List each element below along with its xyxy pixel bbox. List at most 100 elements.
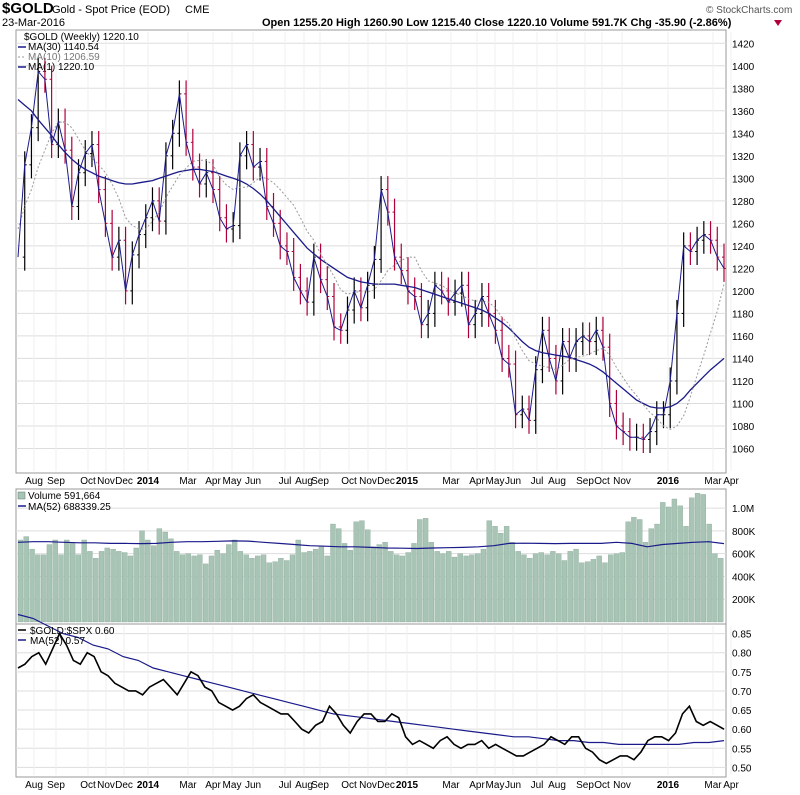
x-tick-label: Oct [341,476,357,487]
ratio-series-layer [17,613,725,765]
volume-bar [93,558,99,623]
volume-y-tick: 400K [732,572,756,583]
volume-bar [341,543,348,623]
ratio-y-tick: 0.75 [732,668,752,679]
volume-bar [266,562,272,623]
volume-bar [422,518,429,623]
chart-date: 23-Mar-2016 [2,17,65,29]
ratio-y-tick: 0.80 [732,649,752,660]
volume-bar [191,555,197,623]
volume-bar [365,529,371,623]
volume-bar [214,550,220,623]
x-tick-label: Aug [25,476,43,487]
x-tick-label: Jun [245,780,261,791]
volume-bar [579,562,585,623]
volume-bar [150,545,157,623]
volume-bar [208,555,215,623]
volume-y-tick: 1.0M [732,504,754,515]
x-tick-label: Apr [723,476,739,487]
x-tick-label: Aug [295,780,313,791]
volume-bar [480,548,487,623]
volume-bar [58,554,64,623]
x-tick-label: Mar [704,476,722,487]
volume-bar [712,553,718,623]
volume-bar [556,553,562,623]
x-tick-label: Oct [594,780,610,791]
volume-bar [527,558,533,623]
grid-lines [16,32,732,775]
x-tick-label: Aug [295,476,313,487]
volume-bar [353,521,359,623]
x-tick-label: May [223,780,242,791]
volume-bar [475,553,481,623]
x-tick-label: Oct [594,476,610,487]
x-tick-label: Nov [613,476,631,487]
x-tick-label: May [223,476,242,487]
x-tick-label: Apr [205,780,221,791]
volume-bar [278,558,284,623]
x-tick-label: Dec [377,780,395,791]
volume-bar [631,517,637,623]
price-y-tick: 1260 [732,219,755,230]
legend-ma1: MA(1) 1220.10 [28,62,95,73]
volume-bar [648,528,654,623]
x-tick-label: May [486,780,505,791]
volume-bar [260,554,267,623]
volume-bar [428,542,435,623]
x-tick-label: Sep [576,476,594,487]
price-legend: $GOLD (Weekly) 1220.10 MA(30) 1140.54 MA… [18,32,139,73]
x-tick-label: Oct [80,780,96,791]
x-tick-label: Jul [279,476,292,487]
volume-bar [110,548,116,623]
x-tick-label: 2014 [137,476,160,487]
ratio-panel [15,623,727,778]
volume-bar [706,523,712,623]
price-y-tick: 1400 [732,62,755,73]
volume-bar [561,560,568,623]
volume-bar [567,551,573,623]
x-tick-label: Mar [179,476,197,487]
volume-bar [46,544,53,623]
volume-bar [440,553,446,623]
volume-bar [162,531,168,623]
volume-bar [52,539,58,623]
x-tick-label: Nov [359,476,377,487]
volume-bar [700,494,706,623]
x-tick-label: May [486,476,505,487]
volume-bar [255,555,261,623]
legend-ratio-ma: MA(52) 0.57 [30,636,85,647]
x-tick-label: 2014 [137,780,160,791]
volume-bar [284,560,290,623]
volume-bar [370,546,377,623]
x-tick-label: Oct [341,780,357,791]
price-y-tick: 1320 [732,152,755,163]
volume-bar [168,538,174,623]
volume-bar [81,539,87,623]
volume-bar [301,552,307,623]
volume-series-layer [17,493,725,623]
x-tick-label: 2016 [657,780,680,791]
volume-bar [602,562,608,623]
volume-bar [35,554,41,623]
ma1-line [17,70,725,441]
volume-bar [156,528,163,623]
volume-bar [307,551,313,623]
x-tick-label: Aug [25,780,43,791]
volume-bar [197,554,203,623]
volume-bar [249,558,255,623]
volume-bar [318,545,325,623]
volume-bar [23,536,29,623]
volume-bar [179,554,186,623]
x-tick-label: Oct [80,476,96,487]
down-arrow-icon [774,20,782,26]
volume-bar [642,542,649,623]
legend-vol-ma: MA(52) 688339.25 [28,502,111,513]
volume-bar [376,544,382,623]
price-y-tick: 1160 [732,332,754,343]
volume-bar [289,554,296,623]
volume-bar [683,526,689,623]
price-y-tick: 1380 [732,84,755,95]
volume-bar [231,539,238,623]
legend-price-main: $GOLD (Weekly) 1220.10 [24,32,139,43]
chart-exchange: CME [185,4,209,16]
